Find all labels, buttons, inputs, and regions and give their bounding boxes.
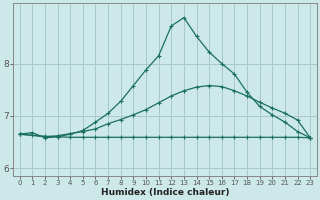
X-axis label: Humidex (Indice chaleur): Humidex (Indice chaleur) [101, 188, 229, 197]
